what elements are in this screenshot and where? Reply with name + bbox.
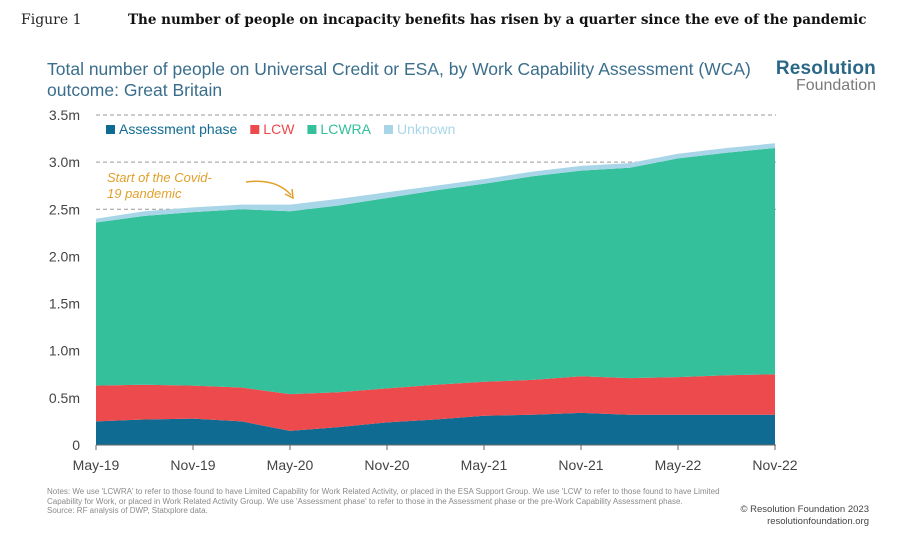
brand-logo: Resolution Foundation — [775, 58, 876, 94]
notes-text: Notes: We use 'LCWRA' to refer to those … — [47, 487, 720, 506]
y-tick-label: 2.0m — [49, 248, 80, 264]
y-tick-label: 3.5m — [49, 107, 80, 123]
area-unknown — [96, 143, 775, 223]
y-tick-label: 1.0m — [49, 343, 80, 359]
annotation-arrowhead — [284, 188, 294, 200]
legend-label: LCWRA — [320, 121, 371, 137]
copyright: © Resolution Foundation 2023 resolutionf… — [741, 504, 869, 528]
legend-swatch — [250, 125, 260, 134]
y-tick-label: 3.0m — [49, 154, 80, 170]
annotation-line2: 19 pandemic — [107, 186, 182, 201]
chart-notes: Notes: We use 'LCWRA' to refer to those … — [47, 487, 737, 516]
brand-logo-bottom: Foundation — [795, 77, 876, 94]
area-lcwra — [96, 148, 775, 395]
x-tick-label: May-21 — [461, 457, 508, 473]
covid-annotation: Start of the Covid- 19 pandemic — [107, 170, 294, 201]
copyright-line2: resolutionfoundation.org — [767, 516, 869, 527]
y-tick-label: 0.5m — [49, 390, 80, 406]
x-tick-label: Nov-21 — [558, 457, 603, 473]
stacked-areas — [96, 143, 775, 445]
figure-headline: The number of people on incapacity benef… — [128, 12, 867, 28]
brand-logo-top: Resolution — [775, 58, 876, 79]
legend-swatch — [383, 125, 393, 134]
x-tick-label: Nov-22 — [752, 457, 797, 473]
x-axis-ticks: May-19 Nov-19 May-20 Nov-20 May-21 Nov-21 May-… — [73, 445, 798, 473]
x-tick-label: May-20 — [267, 457, 314, 473]
x-tick-label: Nov-20 — [364, 457, 409, 473]
legend-swatch — [106, 125, 115, 134]
y-axis-ticks: 0 0.5m 1.0m 1.5m 2.0m 2.5m 3.0m 3.5m — [49, 107, 80, 453]
y-tick-label: 0 — [72, 437, 80, 453]
legend-label: Unknown — [397, 121, 455, 137]
legend-label: LCW — [263, 121, 295, 137]
figure-label: Figure 1 — [21, 12, 82, 28]
x-tick-label: Nov-19 — [170, 457, 215, 473]
copyright-line1: © Resolution Foundation 2023 — [740, 504, 869, 515]
area-assessment-phase — [96, 412, 775, 445]
y-tick-label: 2.5m — [49, 201, 80, 217]
x-tick-label: May-22 — [655, 457, 702, 473]
x-tick-label: May-19 — [73, 457, 120, 473]
area-lcw — [96, 374, 775, 431]
annotation-line1: Start of the Covid- — [107, 170, 212, 185]
legend-label: Assessment phase — [119, 121, 237, 137]
chart-title: Total number of people on Universal Cred… — [47, 59, 751, 100]
legend: Assessment phase LCW LCWRA Unknown — [106, 121, 455, 137]
annotation-arrow — [245, 180, 292, 196]
notes-source: Source: RF analysis of DWP, Statxplore d… — [47, 506, 208, 515]
y-tick-label: 1.5m — [49, 296, 80, 312]
legend-swatch — [307, 125, 317, 134]
